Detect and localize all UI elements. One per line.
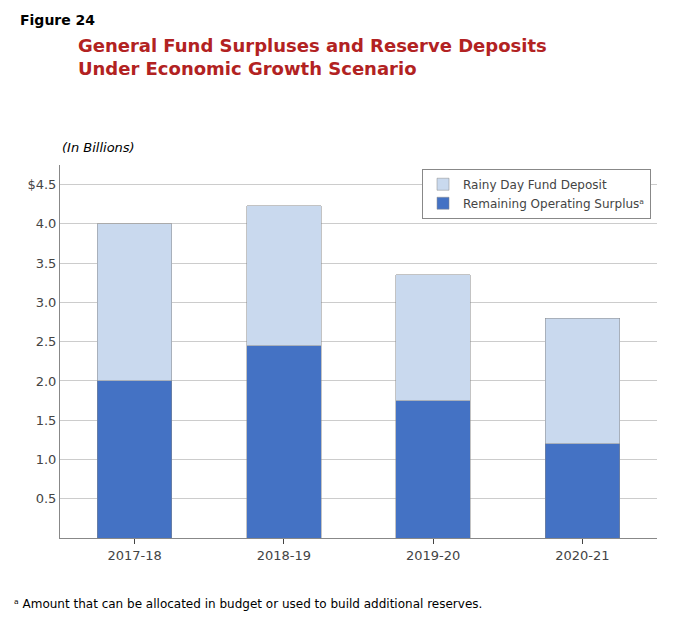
svg-text:2017-18: 2017-18 xyxy=(107,548,161,563)
svg-text:Figure 24: Figure 24 xyxy=(20,12,95,28)
svg-text:2.5: 2.5 xyxy=(36,334,57,349)
svg-text:2018-19: 2018-19 xyxy=(257,548,311,563)
svg-text:Rainy Day Fund Deposit: Rainy Day Fund Deposit xyxy=(463,178,607,192)
svg-text:Remaining Operating Surplusᵃ: Remaining Operating Surplusᵃ xyxy=(463,197,644,211)
svg-text:3.5: 3.5 xyxy=(36,256,57,271)
svg-text:$4.5: $4.5 xyxy=(27,177,56,192)
svg-text:2020-21: 2020-21 xyxy=(555,548,609,563)
svg-text:0.5: 0.5 xyxy=(36,491,57,506)
svg-text:3.0: 3.0 xyxy=(36,295,57,310)
svg-text:ᵃ Amount that can be allocated: ᵃ Amount that can be allocated in budget… xyxy=(14,597,482,611)
svg-text:2019-20: 2019-20 xyxy=(406,548,460,563)
svg-text:(In Billions): (In Billions) xyxy=(62,140,135,155)
svg-text:General Fund Surpluses and Res: General Fund Surpluses and Reserve Depos… xyxy=(78,35,547,79)
svg-text:1.0: 1.0 xyxy=(36,452,57,467)
svg-text:4.0: 4.0 xyxy=(36,216,57,231)
svg-text:2.0: 2.0 xyxy=(36,374,57,389)
svg-text:1.5: 1.5 xyxy=(36,413,57,428)
